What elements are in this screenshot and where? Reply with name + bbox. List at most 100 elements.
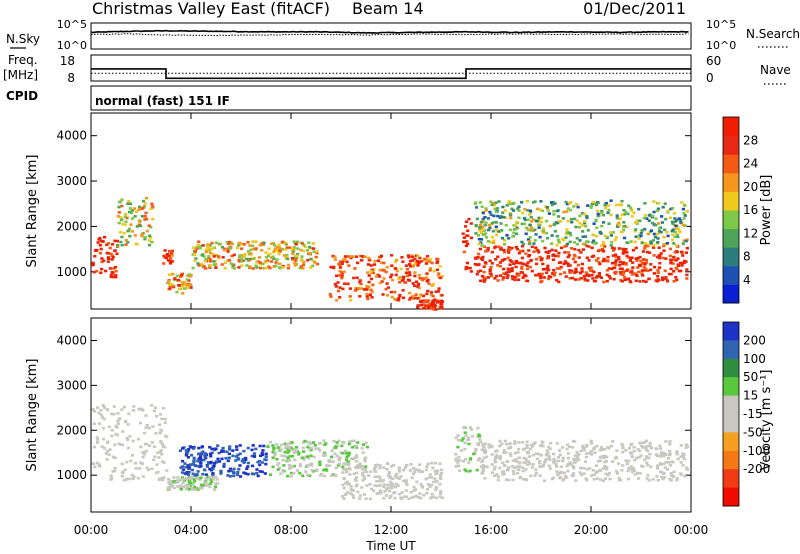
velocity-cell	[192, 478, 196, 481]
velocity-cell	[290, 441, 294, 444]
velocity-cell	[204, 473, 209, 476]
power-cell	[669, 259, 673, 262]
velocity-cell	[592, 478, 596, 481]
power-cell	[465, 220, 469, 224]
power-cell	[633, 221, 638, 224]
freq-right-tick-top: 60	[706, 54, 721, 68]
velocity-cell	[302, 450, 306, 453]
velocity-cell	[214, 460, 218, 463]
velocity-cell	[636, 477, 641, 480]
power-cell	[494, 221, 498, 224]
power-cell	[653, 265, 657, 269]
power-cell	[355, 276, 359, 280]
velocity-cell	[479, 440, 483, 444]
power-cell	[112, 267, 116, 270]
power-cell	[397, 277, 401, 281]
power-cell	[357, 286, 361, 290]
power-cell	[110, 270, 114, 274]
velocity-cell	[363, 459, 367, 463]
time-xtick-label: 08:00	[274, 523, 309, 537]
power-cell	[565, 210, 569, 213]
velocity-cell	[525, 478, 529, 482]
power-cell	[275, 258, 279, 261]
velocity-cell	[428, 485, 432, 488]
velocity-cell	[585, 452, 589, 455]
velocity-cell	[308, 474, 312, 478]
power-cell	[620, 213, 624, 217]
velocity-cell	[246, 461, 250, 465]
velocity-cell	[273, 452, 278, 455]
power-cell	[142, 204, 147, 208]
velocity-cell	[640, 444, 644, 448]
power-cell	[651, 239, 655, 242]
velocity-cell	[411, 466, 415, 470]
velocity-cell	[624, 449, 628, 452]
power-cell	[591, 233, 595, 237]
power-cell	[436, 260, 440, 264]
power-cell	[528, 209, 532, 213]
power-cell	[504, 224, 508, 227]
power-cell	[369, 264, 373, 267]
velocity-cell	[244, 458, 248, 461]
velocity-cell	[121, 430, 125, 433]
velocity-cell	[169, 482, 173, 486]
velocity-cell	[390, 482, 394, 485]
power-cell	[360, 255, 364, 258]
velocity-cell	[199, 464, 203, 468]
velocity-cell	[216, 444, 220, 447]
power-cell	[555, 267, 559, 270]
power-cell	[251, 240, 255, 243]
power-cell	[168, 262, 173, 265]
power-cell	[100, 257, 104, 260]
power-cell	[479, 238, 483, 241]
power-cell	[577, 226, 581, 229]
power-cell	[264, 251, 268, 254]
power-cell	[581, 224, 585, 227]
velocity-cell	[332, 446, 336, 450]
power-cell	[557, 219, 561, 223]
velocity-cell	[599, 446, 603, 449]
power-cell	[663, 269, 667, 272]
velocity-cell	[166, 477, 171, 481]
power-cell	[474, 232, 478, 235]
velocity-cell	[585, 468, 589, 471]
velocity-cell	[91, 462, 95, 465]
power-cell	[656, 271, 660, 274]
velocity-cell	[664, 440, 668, 443]
power-cell	[544, 267, 548, 271]
power-cell	[254, 264, 258, 268]
power-cell	[421, 278, 425, 282]
velocity-cell	[183, 472, 187, 475]
power-cell	[500, 236, 505, 240]
power-cell	[614, 259, 618, 262]
power-cell	[535, 257, 539, 261]
power-cell	[624, 247, 628, 251]
velocity-cell	[197, 477, 201, 480]
power-cell	[606, 204, 610, 207]
velocity-cell	[281, 458, 285, 462]
velocity-cell	[501, 470, 505, 473]
power-cell	[281, 240, 285, 244]
power-cell	[605, 273, 609, 277]
power-cell	[502, 267, 506, 271]
velocity-cell	[178, 449, 182, 452]
velocity-cell	[222, 465, 226, 468]
power-cell	[274, 261, 278, 264]
power-cell	[308, 246, 312, 249]
velocity-cell	[660, 453, 664, 456]
power-cell	[684, 251, 688, 254]
velocity-cell	[139, 461, 143, 464]
power-cell	[346, 282, 350, 286]
power-cell	[568, 231, 572, 235]
velocity-cell	[627, 459, 631, 463]
power-cell	[583, 277, 587, 281]
power-cell	[493, 277, 497, 280]
velocity-cell	[213, 462, 217, 465]
power-cell	[640, 262, 645, 265]
velocity-cell	[181, 465, 185, 468]
power-cell	[229, 262, 233, 265]
power-cell	[538, 208, 542, 212]
velocity-cell	[675, 452, 679, 455]
power-colorbar-tick: 4	[743, 273, 751, 287]
velocity-cell	[387, 471, 391, 475]
